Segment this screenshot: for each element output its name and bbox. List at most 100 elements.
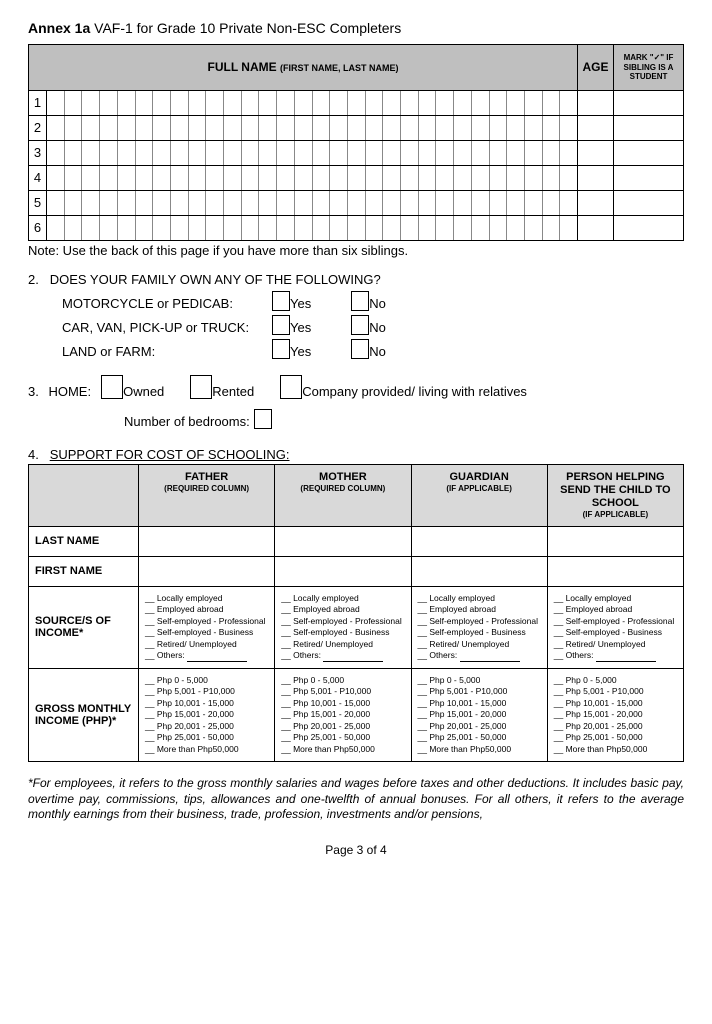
char-cell[interactable] [401,166,419,190]
char-cell[interactable] [490,141,508,165]
char-cell[interactable] [419,166,437,190]
income-option[interactable]: Php 20,001 - 25,000 [281,721,404,732]
char-cell[interactable] [82,116,100,140]
source-option[interactable]: Self-employed - Business [145,627,268,638]
source-option[interactable]: Self-employed - Business [418,627,541,638]
char-cell[interactable] [436,166,454,190]
char-cell[interactable] [153,141,171,165]
sibling-age-cell[interactable] [578,190,614,215]
sibling-age-cell[interactable] [578,90,614,115]
char-cell[interactable] [472,91,490,115]
char-cell[interactable] [543,191,561,215]
char-cell[interactable] [313,216,331,240]
char-cell[interactable] [242,216,260,240]
char-cell[interactable] [82,216,100,240]
char-cell[interactable] [348,191,366,215]
char-cell[interactable] [348,91,366,115]
income-option[interactable]: Php 5,001 - P10,000 [281,686,404,697]
char-cell[interactable] [525,166,543,190]
char-cell[interactable] [171,191,189,215]
char-cell[interactable] [259,216,277,240]
char-cell[interactable] [472,216,490,240]
income-option[interactable]: Php 25,001 - 50,000 [145,732,268,743]
char-cell[interactable] [366,116,384,140]
source-option[interactable]: Self-employed - Professional [554,616,677,627]
income-option[interactable]: More than Php50,000 [554,744,677,755]
income-option[interactable]: More than Php50,000 [145,744,268,755]
char-cell[interactable] [65,141,83,165]
char-cell[interactable] [330,91,348,115]
char-cell[interactable] [259,91,277,115]
char-cell[interactable] [189,141,207,165]
char-cell[interactable] [436,191,454,215]
char-cell[interactable] [313,91,331,115]
char-cell[interactable] [277,216,295,240]
source-option[interactable]: Retired/ Unemployed [418,639,541,650]
source-option[interactable]: Self-employed - Professional [418,616,541,627]
income-option[interactable]: Php 10,001 - 15,000 [418,698,541,709]
support-name-cell[interactable] [139,556,275,586]
char-cell[interactable] [454,191,472,215]
char-cell[interactable] [136,166,154,190]
char-cell[interactable] [330,216,348,240]
char-cell[interactable] [366,141,384,165]
char-cell[interactable] [419,191,437,215]
char-cell[interactable] [277,141,295,165]
char-cell[interactable] [436,141,454,165]
char-cell[interactable] [171,116,189,140]
char-cell[interactable] [259,166,277,190]
char-cell[interactable] [242,116,260,140]
char-cell[interactable] [259,141,277,165]
char-cell[interactable] [472,141,490,165]
char-cell[interactable] [507,216,525,240]
sibling-mark-cell[interactable] [614,190,684,215]
bedrooms-box[interactable] [254,409,272,429]
income-option[interactable]: Php 20,001 - 25,000 [418,721,541,732]
char-cell[interactable] [171,166,189,190]
char-cell[interactable] [560,166,577,190]
char-cell[interactable] [490,191,508,215]
char-cell[interactable] [47,216,65,240]
char-cell[interactable] [224,216,242,240]
char-cell[interactable] [348,166,366,190]
char-cell[interactable] [242,191,260,215]
char-cell[interactable] [348,141,366,165]
no-checkbox[interactable] [351,339,369,359]
char-cell[interactable] [189,116,207,140]
char-cell[interactable] [436,216,454,240]
char-cell[interactable] [525,91,543,115]
yes-checkbox[interactable] [272,291,290,311]
sibling-age-cell[interactable] [578,215,614,240]
char-cell[interactable] [295,91,313,115]
char-cell[interactable] [82,191,100,215]
char-cell[interactable] [348,216,366,240]
income-option[interactable]: Php 0 - 5,000 [554,675,677,686]
char-cell[interactable] [47,91,65,115]
char-cell[interactable] [507,166,525,190]
income-option[interactable]: Php 15,001 - 20,000 [554,709,677,720]
char-cell[interactable] [366,91,384,115]
char-cell[interactable] [436,91,454,115]
char-cell[interactable] [65,166,83,190]
char-cell[interactable] [136,216,154,240]
char-cell[interactable] [118,191,136,215]
char-cell[interactable] [383,116,401,140]
source-option[interactable]: Retired/ Unemployed [554,639,677,650]
income-option[interactable]: Php 15,001 - 20,000 [281,709,404,720]
char-cell[interactable] [206,166,224,190]
char-cell[interactable] [313,141,331,165]
income-option[interactable]: Php 10,001 - 15,000 [281,698,404,709]
char-cell[interactable] [543,216,561,240]
char-cell[interactable] [189,91,207,115]
source-option[interactable]: Locally employed [554,593,677,604]
source-option[interactable]: Self-employed - Professional [145,616,268,627]
support-name-cell[interactable] [547,526,683,556]
char-cell[interactable] [224,166,242,190]
char-cell[interactable] [189,216,207,240]
sibling-mark-cell[interactable] [614,140,684,165]
income-option[interactable]: Php 15,001 - 20,000 [145,709,268,720]
char-cell[interactable] [136,116,154,140]
char-cell[interactable] [419,91,437,115]
home-option-checkbox[interactable] [190,375,212,399]
char-cell[interactable] [118,91,136,115]
